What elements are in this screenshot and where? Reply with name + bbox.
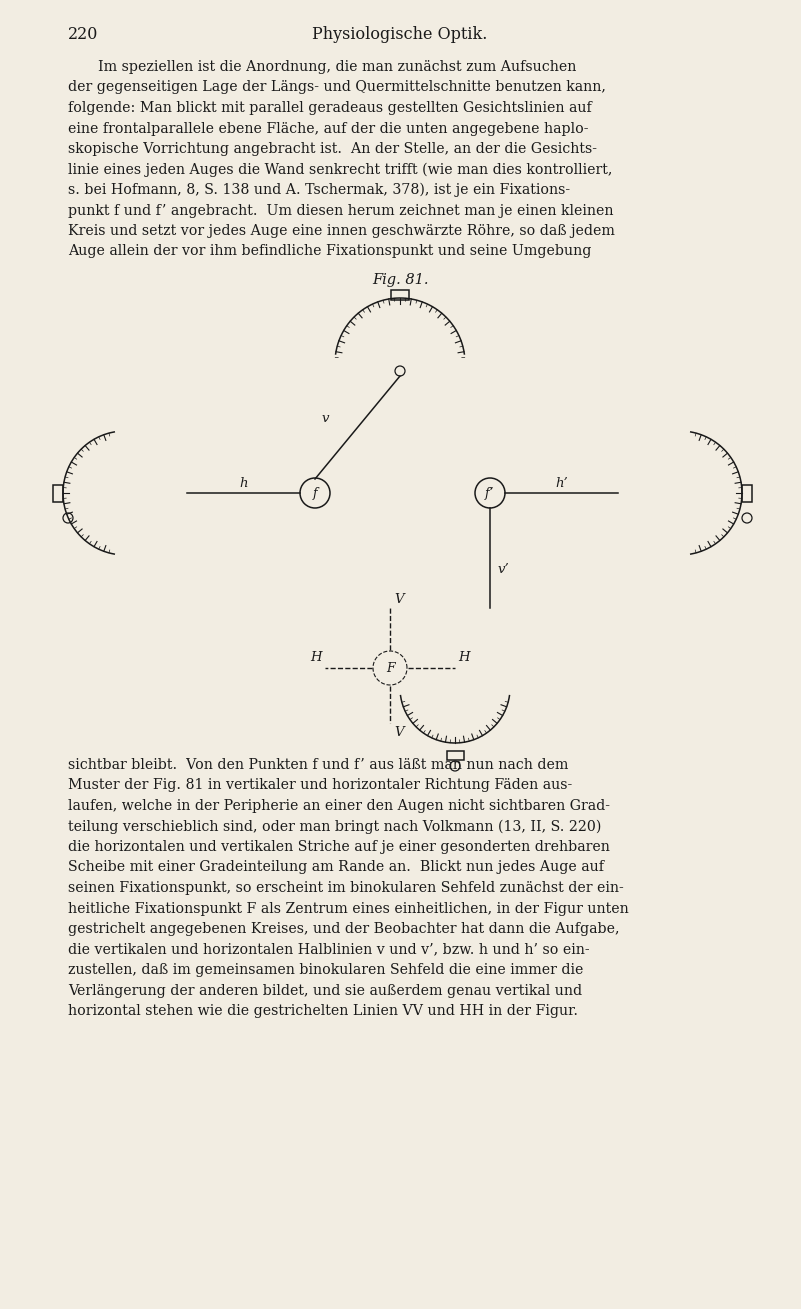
Text: heitliche Fixationspunkt F als Zentrum eines einheitlichen, in der Figur unten: heitliche Fixationspunkt F als Zentrum e…	[68, 902, 629, 915]
Text: folgende: Man blickt mit parallel geradeaus gestellten Gesichtslinien auf: folgende: Man blickt mit parallel gerade…	[68, 101, 592, 115]
Bar	[446, 751, 464, 761]
Text: der gegenseitigen Lage der Längs- und Quermittelschnitte benutzen kann,: der gegenseitigen Lage der Längs- und Qu…	[68, 80, 606, 94]
Text: sichtbar bleibt.  Von den Punkten f und f’ aus läßt man nun nach dem: sichtbar bleibt. Von den Punkten f und f…	[68, 758, 569, 772]
Bar	[391, 291, 409, 300]
Text: Physiologische Optik.: Physiologische Optik.	[312, 26, 488, 43]
Bar	[742, 484, 752, 501]
Text: f: f	[312, 487, 317, 500]
Text: V: V	[394, 726, 404, 740]
Text: die horizontalen und vertikalen Striche auf je einer gesonderten drehbaren: die horizontalen und vertikalen Striche …	[68, 840, 610, 853]
Text: Scheibe mit einer Gradeinteilung am Rande an.  Blickt nun jedes Auge auf: Scheibe mit einer Gradeinteilung am Rand…	[68, 860, 604, 874]
Text: laufen, welche in der Peripherie an einer den Augen nicht sichtbaren Grad-: laufen, welche in der Peripherie an eine…	[68, 798, 610, 813]
Text: Verlängerung der anderen bildet, und sie außerdem genau vertikal und: Verlängerung der anderen bildet, und sie…	[68, 983, 582, 997]
Circle shape	[742, 513, 752, 524]
Text: horizontal stehen wie die gestrichelten Linien VV und HH in der Figur.: horizontal stehen wie die gestrichelten …	[68, 1004, 578, 1018]
Text: v: v	[322, 412, 329, 425]
Text: H: H	[311, 651, 322, 664]
Text: die vertikalen und horizontalen Halblinien v und v’, bzw. h und h’ so ein-: die vertikalen und horizontalen Halblini…	[68, 942, 590, 957]
Text: linie eines jeden Auges die Wand senkrecht trifft (wie man dies kontrolliert,: linie eines jeden Auges die Wand senkrec…	[68, 162, 613, 177]
Text: Auge allein der vor ihm befindliche Fixationspunkt und seine Umgebung: Auge allein der vor ihm befindliche Fixa…	[68, 245, 591, 258]
Text: eine frontalparallele ebene Fläche, auf der die unten angegebene haplo-: eine frontalparallele ebene Fläche, auf …	[68, 122, 589, 136]
Text: v’: v’	[497, 563, 509, 576]
Text: F: F	[386, 661, 394, 674]
Text: Fig. 81.: Fig. 81.	[372, 274, 429, 287]
Text: seinen Fixationspunkt, so erscheint im binokularen Sehfeld zunächst der ein-: seinen Fixationspunkt, so erscheint im b…	[68, 881, 624, 895]
Circle shape	[300, 478, 330, 508]
Text: zustellen, daß im gemeinsamen binokularen Sehfeld die eine immer die: zustellen, daß im gemeinsamen binokulare…	[68, 963, 583, 977]
Text: skopische Vorrichtung angebracht ist.  An der Stelle, an der die Gesichts-: skopische Vorrichtung angebracht ist. An…	[68, 141, 597, 156]
Circle shape	[475, 478, 505, 508]
Circle shape	[450, 761, 460, 771]
Text: h: h	[239, 476, 248, 490]
Text: H: H	[458, 651, 469, 664]
Text: s. bei Hofmann, 8, S. 138 und A. Tschermak, 378), ist je ein Fixations-: s. bei Hofmann, 8, S. 138 und A. Tscherm…	[68, 183, 570, 198]
Circle shape	[395, 367, 405, 376]
Text: Kreis und setzt vor jedes Auge eine innen geschwärzte Röhre, so daß jedem: Kreis und setzt vor jedes Auge eine inne…	[68, 224, 615, 238]
Bar	[53, 484, 63, 501]
Text: 220: 220	[68, 26, 99, 43]
Text: V: V	[394, 593, 404, 606]
Text: gestrichelt angegebenen Kreises, und der Beobachter hat dann die Aufgabe,: gestrichelt angegebenen Kreises, und der…	[68, 922, 619, 936]
Text: Im speziellen ist die Anordnung, die man zunächst zum Aufsuchen: Im speziellen ist die Anordnung, die man…	[98, 60, 577, 75]
Text: teilung verschieblich sind, oder man bringt nach Volkmann (13, II, S. 220): teilung verschieblich sind, oder man bri…	[68, 819, 602, 834]
Circle shape	[63, 513, 73, 524]
Text: h’: h’	[555, 476, 568, 490]
Text: f’: f’	[485, 487, 495, 500]
Text: Muster der Fig. 81 in vertikaler und horizontaler Richtung Fäden aus-: Muster der Fig. 81 in vertikaler und hor…	[68, 779, 572, 792]
Text: punkt f und f’ angebracht.  Um diesen herum zeichnet man je einen kleinen: punkt f und f’ angebracht. Um diesen her…	[68, 203, 614, 217]
